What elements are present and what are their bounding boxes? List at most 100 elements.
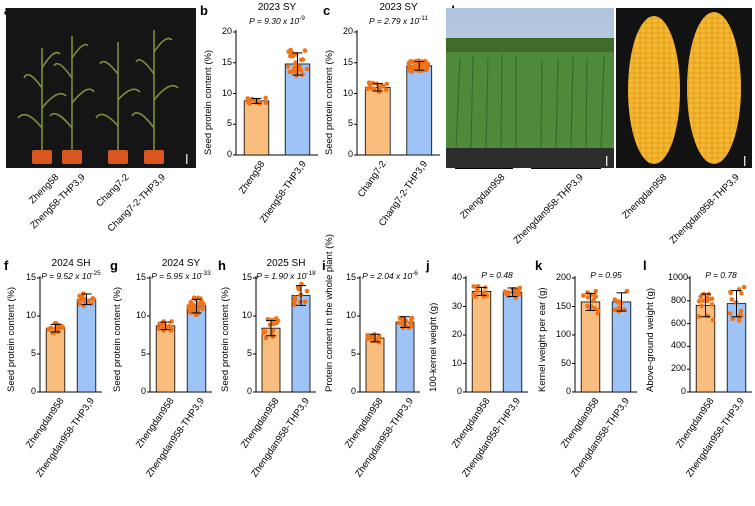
chart-title-b: 2023 SY (257, 2, 297, 13)
data-point (504, 291, 509, 297)
y-tick-label: 20 (451, 329, 462, 339)
p-value-exponent: -6 (412, 270, 418, 277)
data-point (585, 295, 591, 300)
data-point (739, 291, 744, 296)
data-point (297, 64, 302, 70)
data-point (403, 323, 408, 328)
data-point (738, 313, 744, 319)
data-point (304, 66, 310, 72)
data-point (622, 307, 627, 312)
bar-l-0 (695, 304, 716, 393)
x-tick-label-i-1: Zhengdan958-THP3,9 (353, 396, 417, 480)
underline-d-1 (455, 168, 513, 169)
data-point (195, 302, 200, 308)
data-point (169, 327, 175, 333)
data-point (738, 308, 744, 314)
x-tick-label-c-0: Chang7-2 (355, 159, 389, 200)
data-point (262, 329, 268, 334)
p-value-l: P = 0.78 (676, 270, 755, 280)
data-point (410, 65, 415, 71)
p-value-exponent: -9 (299, 15, 305, 22)
p-value-f: P = 9.52 x 10-25 (26, 270, 116, 281)
data-point (195, 308, 200, 314)
data-point (409, 315, 415, 321)
data-point (79, 294, 84, 300)
data-point (423, 58, 428, 64)
data-point (506, 290, 511, 295)
data-point (367, 82, 373, 87)
y-tick-label: 40 (451, 272, 462, 282)
bar-i-1 (395, 321, 415, 393)
data-point (383, 87, 389, 92)
data-point (471, 292, 477, 297)
y-tick-label: 0 (246, 386, 252, 396)
x-tick-label-g-1: Zhengdan958-THP3,9 (144, 396, 208, 480)
data-point (736, 318, 742, 323)
panel-letter-b: b (200, 3, 208, 18)
chart-title-c: 2023 SY (379, 2, 418, 13)
data-point (48, 325, 54, 331)
data-point (187, 307, 193, 312)
data-point (161, 328, 167, 333)
data-point (269, 317, 275, 323)
y-tick-label: 5 (246, 348, 252, 358)
data-point (595, 308, 601, 313)
data-point (409, 69, 415, 74)
p-value-exponent: -18 (306, 270, 316, 277)
data-point (728, 290, 734, 296)
data-point (595, 310, 600, 316)
p-value-j: P = 0.48 (452, 270, 542, 280)
bar-k-1 (611, 301, 632, 393)
data-point (416, 68, 422, 74)
data-point (736, 315, 742, 320)
data-point (421, 61, 427, 67)
panel-letter-l: l (643, 258, 647, 273)
y-tick-label: 600 (670, 317, 686, 328)
data-point (409, 323, 414, 329)
y-axis-label-l: Above-ground weight (g) (645, 287, 656, 392)
y-tick-label: 0 (680, 386, 686, 396)
data-point (89, 301, 95, 307)
data-point (190, 303, 195, 309)
data-point (256, 99, 261, 104)
data-point (510, 287, 515, 292)
y-tick-label: 10 (135, 310, 146, 320)
data-point (253, 98, 258, 104)
data-point (257, 100, 263, 106)
data-point (304, 288, 310, 294)
data-point (156, 326, 162, 332)
photo-a-label-3: Chang7-2 (94, 172, 132, 210)
data-point (615, 299, 621, 305)
data-point (408, 68, 413, 74)
y-tick-label: 200 (555, 272, 571, 282)
data-point (190, 308, 195, 313)
x-tick-label-f-1: Zhengdan958-THP3,9 (34, 396, 98, 480)
data-point (157, 321, 162, 326)
data-point (399, 321, 405, 326)
data-point (298, 292, 303, 298)
bar-g-1 (186, 305, 207, 393)
data-point (91, 296, 97, 302)
data-point (289, 50, 295, 56)
data-point (365, 335, 371, 341)
data-point (55, 329, 61, 334)
data-point (408, 317, 414, 322)
p-value-exponent: -33 (201, 270, 211, 277)
bar-i-0 (365, 337, 385, 393)
data-point (273, 316, 279, 321)
data-point (511, 286, 517, 292)
photo-field-d (446, 8, 614, 168)
data-point (275, 318, 281, 324)
ears-image (616, 8, 752, 168)
data-point (263, 100, 269, 106)
data-point (408, 68, 413, 73)
data-point (196, 310, 201, 316)
data-point (190, 306, 196, 312)
data-point (294, 63, 299, 69)
data-point (193, 311, 198, 316)
data-point (612, 307, 618, 313)
y-tick-label: 0 (347, 149, 353, 159)
data-point (589, 292, 594, 298)
data-point (701, 291, 707, 297)
data-point (413, 58, 419, 64)
